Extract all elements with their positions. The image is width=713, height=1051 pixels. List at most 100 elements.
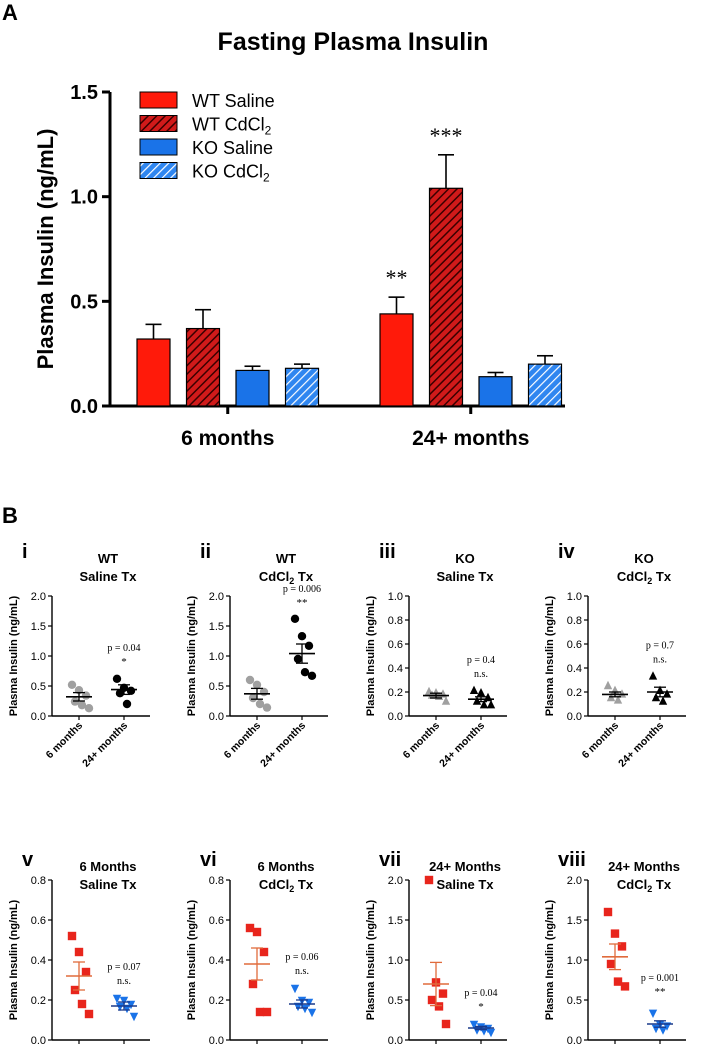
panel-title-line1: 24+ Months: [429, 859, 501, 874]
panel-numeral: iii: [379, 541, 396, 563]
panel-title-line2: Saline Tx: [436, 569, 494, 584]
y-tick-label: 0.4: [209, 955, 224, 967]
data-point: [603, 680, 613, 690]
panel-title-part: CdCl: [617, 569, 647, 584]
y-tick-label: 0.8: [388, 615, 403, 627]
x-tick-label: 24+ months: [80, 720, 130, 770]
y-tick-label: 0.5: [567, 995, 582, 1007]
y-tick-label: 0.2: [567, 687, 582, 699]
data-point: [441, 696, 451, 705]
y-tick-label: 1.0: [70, 187, 98, 209]
data-point: [424, 875, 434, 885]
data-point: [603, 907, 613, 917]
data-point: [438, 989, 448, 998]
significance-label: *: [478, 1001, 484, 1013]
p-value-label: p = 0.006: [283, 584, 321, 595]
y-tick-label: 1.0: [567, 955, 582, 967]
y-tick-label: 0.2: [209, 995, 224, 1007]
y-tick-label: 0.0: [567, 711, 582, 723]
panel-title-part: CdCl: [259, 569, 289, 584]
data-point: [304, 641, 314, 650]
x-tick-label: 6 months: [44, 720, 86, 762]
panel-numeral: ii: [200, 541, 211, 563]
bar: [284, 367, 320, 407]
panel-numeral: iv: [558, 541, 576, 563]
p-value-label: p = 0.001: [641, 973, 679, 984]
data-point: [67, 680, 77, 689]
y-tick-label: 1.0: [31, 651, 46, 663]
panel-title-line2: CdCl2 Tx: [617, 877, 672, 894]
data-point: [84, 704, 94, 713]
y-tick-label: 1.5: [209, 621, 224, 633]
panel-title-part: Tx: [652, 877, 672, 892]
data-point: [610, 929, 620, 938]
data-point: [81, 691, 91, 700]
panel-label-a: A: [2, 0, 18, 25]
x-tick-label: 24+ months: [258, 720, 308, 770]
y-tick-label: 1.5: [388, 915, 403, 927]
data-point: [252, 680, 262, 689]
panel-numeral: v: [22, 849, 34, 871]
data-point: [479, 700, 489, 709]
p-value-label: p = 0.06: [285, 952, 318, 963]
data-point: [486, 700, 496, 709]
data-point: [648, 1009, 658, 1018]
data-point: [441, 1019, 451, 1029]
data-point: [74, 947, 84, 957]
p-value-label: p = 0.04: [107, 643, 140, 654]
y-tick-label: 0.8: [209, 875, 224, 887]
data-point: [245, 675, 255, 685]
y-tick-label: 0.0: [567, 1035, 582, 1047]
data-point: [112, 994, 122, 1004]
panel-title-part: Tx: [294, 877, 314, 892]
y-tick-label: 0.4: [388, 663, 403, 675]
y-tick-label: 0.2: [31, 995, 46, 1007]
bar: [136, 338, 171, 407]
legend-entry-subscript: 2: [265, 124, 272, 138]
data-point: [262, 1007, 272, 1017]
data-point: [617, 689, 627, 698]
legend-entry-text: KO Saline: [192, 138, 273, 158]
legend-entry-subscript: 2: [263, 171, 270, 185]
data-point: [293, 654, 303, 664]
x-tick-label: 6 months: [580, 720, 622, 762]
legend-swatch: [139, 162, 178, 179]
panel-title-part: 2: [289, 884, 294, 894]
panel-title-line1: WT: [276, 551, 296, 566]
data-point: [613, 695, 623, 704]
y-tick-label: 0.0: [388, 711, 403, 723]
y-tick-label: 2.0: [31, 591, 46, 603]
y-tick-label: 0.4: [567, 663, 582, 675]
y-tick-label: 0.2: [388, 687, 403, 699]
scatter-panel-vi: vi 6 Months CdCl2 Tx Plasma Insulin (ng/mL)…: [186, 849, 328, 1047]
panel-title-line1: 6 Months: [257, 859, 314, 874]
data-point: [67, 931, 77, 941]
panel-title-line2: Saline Tx: [79, 569, 137, 584]
significance-annotation: ***: [430, 123, 463, 148]
data-point: [293, 1002, 303, 1012]
bar: [478, 376, 513, 407]
y-tick-label: 0.0: [209, 711, 224, 723]
significance-label: n.s.: [653, 654, 667, 665]
data-point: [658, 696, 668, 705]
panel-title-part: CdCl: [617, 877, 647, 892]
data-point: [300, 668, 310, 677]
data-point: [307, 671, 317, 680]
y-tick-label: 1.0: [209, 651, 224, 663]
y-axis-label: Plasma Insulin (ng/mL): [8, 595, 20, 716]
significance-label: n.s.: [295, 966, 309, 977]
p-value-label: p = 0.04: [464, 988, 497, 999]
y-tick-label: 0.8: [567, 615, 582, 627]
panel-numeral: viii: [558, 849, 586, 871]
data-point: [427, 995, 437, 1005]
y-tick-label: 0.0: [31, 1035, 46, 1047]
data-point: [122, 699, 132, 709]
panel-title-part: Saline Tx: [436, 877, 494, 892]
y-tick-label: 1.5: [567, 915, 582, 927]
panel-numeral: i: [22, 541, 28, 563]
data-point: [662, 689, 672, 698]
data-point: [606, 959, 616, 969]
y-tick-label: 0.4: [31, 955, 46, 967]
legend-swatch: [139, 91, 178, 109]
panel-title-part: 2: [647, 884, 652, 894]
